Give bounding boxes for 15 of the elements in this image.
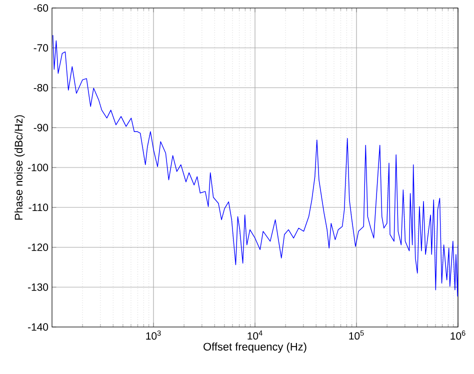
- x-tick-label: 10$^{5}$: [349, 330, 364, 340]
- x-tick-label: 10$^{6}$: [450, 330, 466, 340]
- y-tick-label: -70: [34, 44, 48, 52]
- y-tick-label: -120: [28, 244, 48, 251]
- y-tick-label: -110: [28, 204, 48, 212]
- y-tick-label: -60: [34, 4, 48, 12]
- y-tick-label: -90: [34, 124, 48, 132]
- y-axis-title: Phase noise (dBc/Hz): [14, 115, 25, 220]
- x-tick-label: 10$^{3}$: [146, 330, 161, 340]
- y-tick-label: -130: [28, 283, 48, 291]
- y-tick-label: -140: [28, 323, 48, 331]
- x-axis-title: Offset frequency (Hz): [204, 342, 306, 353]
- y-tick-label: -80: [34, 84, 48, 92]
- y-tick-label: -100: [28, 164, 48, 172]
- x-tick-label: 10$^{4}$: [248, 330, 262, 340]
